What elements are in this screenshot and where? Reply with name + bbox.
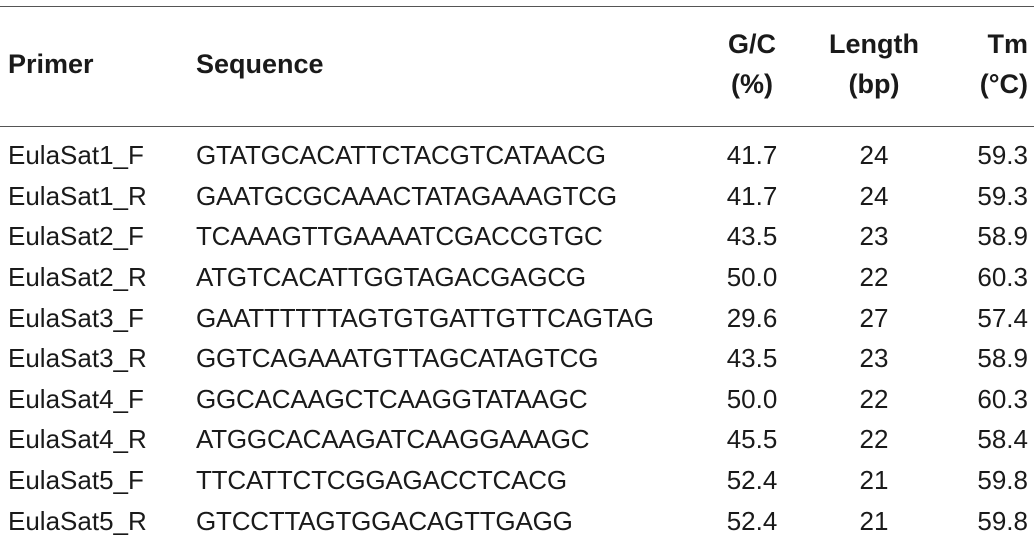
header-gc-label: G/C [727, 28, 776, 59]
cell-sequence: GTCCTTAGTGGACAGTTGAGG [196, 505, 573, 536]
cell-primer: EulaSat5_R [8, 505, 147, 536]
cell-tm: 58.9 [977, 343, 1028, 374]
cell-sequence: GGTCAGAAATGTTAGCATAGTCG [196, 343, 599, 374]
header-length-label: Length [829, 28, 919, 59]
header-sequence-label: Sequence [196, 48, 324, 79]
table-top-rule [0, 6, 1034, 7]
header-tm-unit: (°C) [979, 68, 1028, 99]
cell-tm: 59.3 [977, 140, 1028, 171]
cell-length: 24 [859, 180, 889, 211]
cell-length: 21 [859, 505, 889, 536]
table-row: EulaSat3_R GGTCAGAAATGTTAGCATAGTCG 43.5 … [0, 338, 1034, 379]
cell-tm: 59.3 [977, 180, 1028, 211]
cell-tm: 58.4 [977, 424, 1028, 455]
cell-gc: 29.6 [726, 302, 778, 333]
header-row: Primer Sequence G/C (%) Length (bp) Tm (… [0, 0, 1034, 127]
cell-gc: 50.0 [726, 383, 778, 414]
cell-gc: 43.5 [726, 221, 778, 252]
header-primer-label: Primer [8, 48, 94, 79]
cell-length: 21 [859, 465, 889, 496]
cell-sequence: GGCACAAGCTCAAGGTATAAGC [196, 383, 588, 414]
cell-primer: EulaSat5_F [8, 465, 144, 496]
table-row: EulaSat3_F GAATTTTTTAGTGTGATTGTTCAGTAG 2… [0, 297, 1034, 338]
cell-sequence: GTATGCACATTCTACGTCATAACG [196, 140, 606, 171]
cell-sequence: TTCATTCTCGGAGACCTCACG [196, 465, 567, 496]
cell-sequence: GAATGCGCAAACTATAGAAAGTCG [196, 180, 617, 211]
cell-tm: 59.8 [977, 505, 1028, 536]
table-header-rule [0, 126, 1034, 127]
header-tm: Tm (°C) [928, 0, 1034, 127]
header-gc-unit: (%) [731, 68, 773, 99]
cell-gc: 41.7 [726, 180, 778, 211]
cell-tm: 57.4 [977, 302, 1028, 333]
cell-gc: 52.4 [726, 505, 778, 536]
cell-length: 22 [859, 383, 889, 414]
cell-sequence: ATGTCACATTGGTAGACGAGCG [196, 262, 586, 293]
cell-primer: EulaSat3_R [8, 343, 147, 374]
table-row: EulaSat5_F TTCATTCTCGGAGACCTCACG 52.4 21… [0, 460, 1034, 501]
cell-gc: 41.7 [726, 140, 778, 171]
cell-length: 22 [859, 424, 889, 455]
cell-tm: 60.3 [977, 262, 1028, 293]
header-gc: G/C (%) [690, 0, 808, 127]
cell-length: 22 [859, 262, 889, 293]
table-body: EulaSat1_F GTATGCACATTCTACGTCATAACG 41.7… [0, 127, 1034, 541]
cell-tm: 60.3 [977, 383, 1028, 414]
table-row: EulaSat2_F TCAAAGTTGAAAATCGACCGTGC 43.5 … [0, 216, 1034, 257]
header-sequence: Sequence [190, 0, 690, 127]
cell-length: 24 [859, 140, 889, 171]
header-length: Length (bp) [808, 0, 928, 127]
header-primer: Primer [0, 0, 190, 127]
cell-length: 23 [859, 343, 889, 374]
cell-length: 23 [859, 221, 889, 252]
cell-primer: EulaSat3_F [8, 302, 144, 333]
header-tm-label: Tm [987, 28, 1029, 59]
cell-sequence: GAATTTTTTAGTGTGATTGTTCAGTAG [196, 302, 654, 333]
cell-primer: EulaSat4_R [8, 424, 147, 455]
table-row: EulaSat5_R GTCCTTAGTGGACAGTTGAGG 52.4 21… [0, 500, 1034, 541]
cell-tm: 58.9 [977, 221, 1028, 252]
table-row: EulaSat2_R ATGTCACATTGGTAGACGAGCG 50.0 2… [0, 257, 1034, 298]
cell-sequence: TCAAAGTTGAAAATCGACCGTGC [196, 221, 603, 252]
cell-primer: EulaSat2_R [8, 262, 147, 293]
header-length-unit: (bp) [848, 68, 900, 99]
cell-gc: 43.5 [726, 343, 778, 374]
table-row: EulaSat4_R ATGGCACAAGATCAAGGAAAGC 45.5 2… [0, 419, 1034, 460]
table-row: EulaSat1_R GAATGCGCAAACTATAGAAAGTCG 41.7… [0, 176, 1034, 217]
cell-gc: 45.5 [726, 424, 778, 455]
table-row: EulaSat1_F GTATGCACATTCTACGTCATAACG 41.7… [0, 127, 1034, 176]
cell-tm: 59.8 [977, 465, 1028, 496]
cell-primer: EulaSat1_F [8, 140, 144, 171]
cell-sequence: ATGGCACAAGATCAAGGAAAGC [196, 424, 590, 455]
cell-primer: EulaSat2_F [8, 221, 144, 252]
cell-gc: 52.4 [726, 465, 778, 496]
cell-primer: EulaSat1_R [8, 180, 147, 211]
cell-length: 27 [859, 302, 889, 333]
table-header: Primer Sequence G/C (%) Length (bp) Tm (… [0, 0, 1034, 127]
cell-primer: EulaSat4_F [8, 383, 144, 414]
table-row: EulaSat4_F GGCACAAGCTCAAGGTATAAGC 50.0 2… [0, 379, 1034, 420]
cell-gc: 50.0 [726, 262, 778, 293]
